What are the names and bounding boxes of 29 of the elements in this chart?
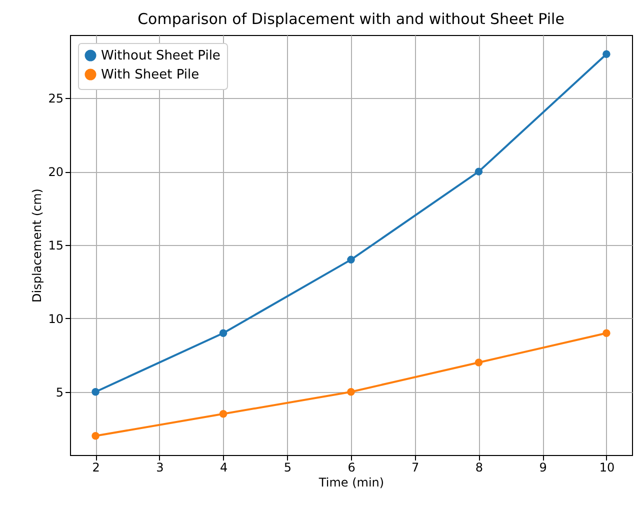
x-tick-label: 8 (475, 460, 484, 474)
point (219, 410, 228, 418)
x-tick-label: 3 (156, 460, 164, 474)
x-tick-label: 4 (220, 460, 228, 474)
point (92, 432, 100, 440)
point (92, 388, 100, 396)
x-axis-title: Time (min) (318, 476, 384, 490)
x-tick-label: 6 (348, 460, 356, 474)
point (347, 256, 355, 264)
y-tick-label: 10 (48, 312, 64, 326)
point (602, 50, 610, 58)
legend-label: Without Sheet Pile (101, 48, 220, 64)
chart-title: Comparison of Displacement with and without Sheet Pile (138, 10, 564, 28)
point (474, 358, 483, 366)
x-tick-label: 7 (412, 460, 420, 474)
x-tick-label: 2 (92, 460, 100, 474)
x-tick-label: 5 (284, 460, 292, 474)
y-tick-label: 25 (48, 92, 64, 106)
point (474, 168, 483, 176)
x-tick-label: 9 (539, 460, 547, 474)
y-tick-label: 20 (48, 165, 64, 180)
point (602, 329, 610, 337)
legend-label: With Sheet Pile (101, 68, 200, 82)
y-tick-label: 15 (48, 238, 64, 252)
y-tick-label: 5 (56, 385, 64, 400)
x-tick-label: 10 (599, 460, 615, 474)
point (347, 388, 355, 396)
y-axis-title: Displacement (cm) (30, 188, 44, 302)
point (219, 329, 228, 337)
